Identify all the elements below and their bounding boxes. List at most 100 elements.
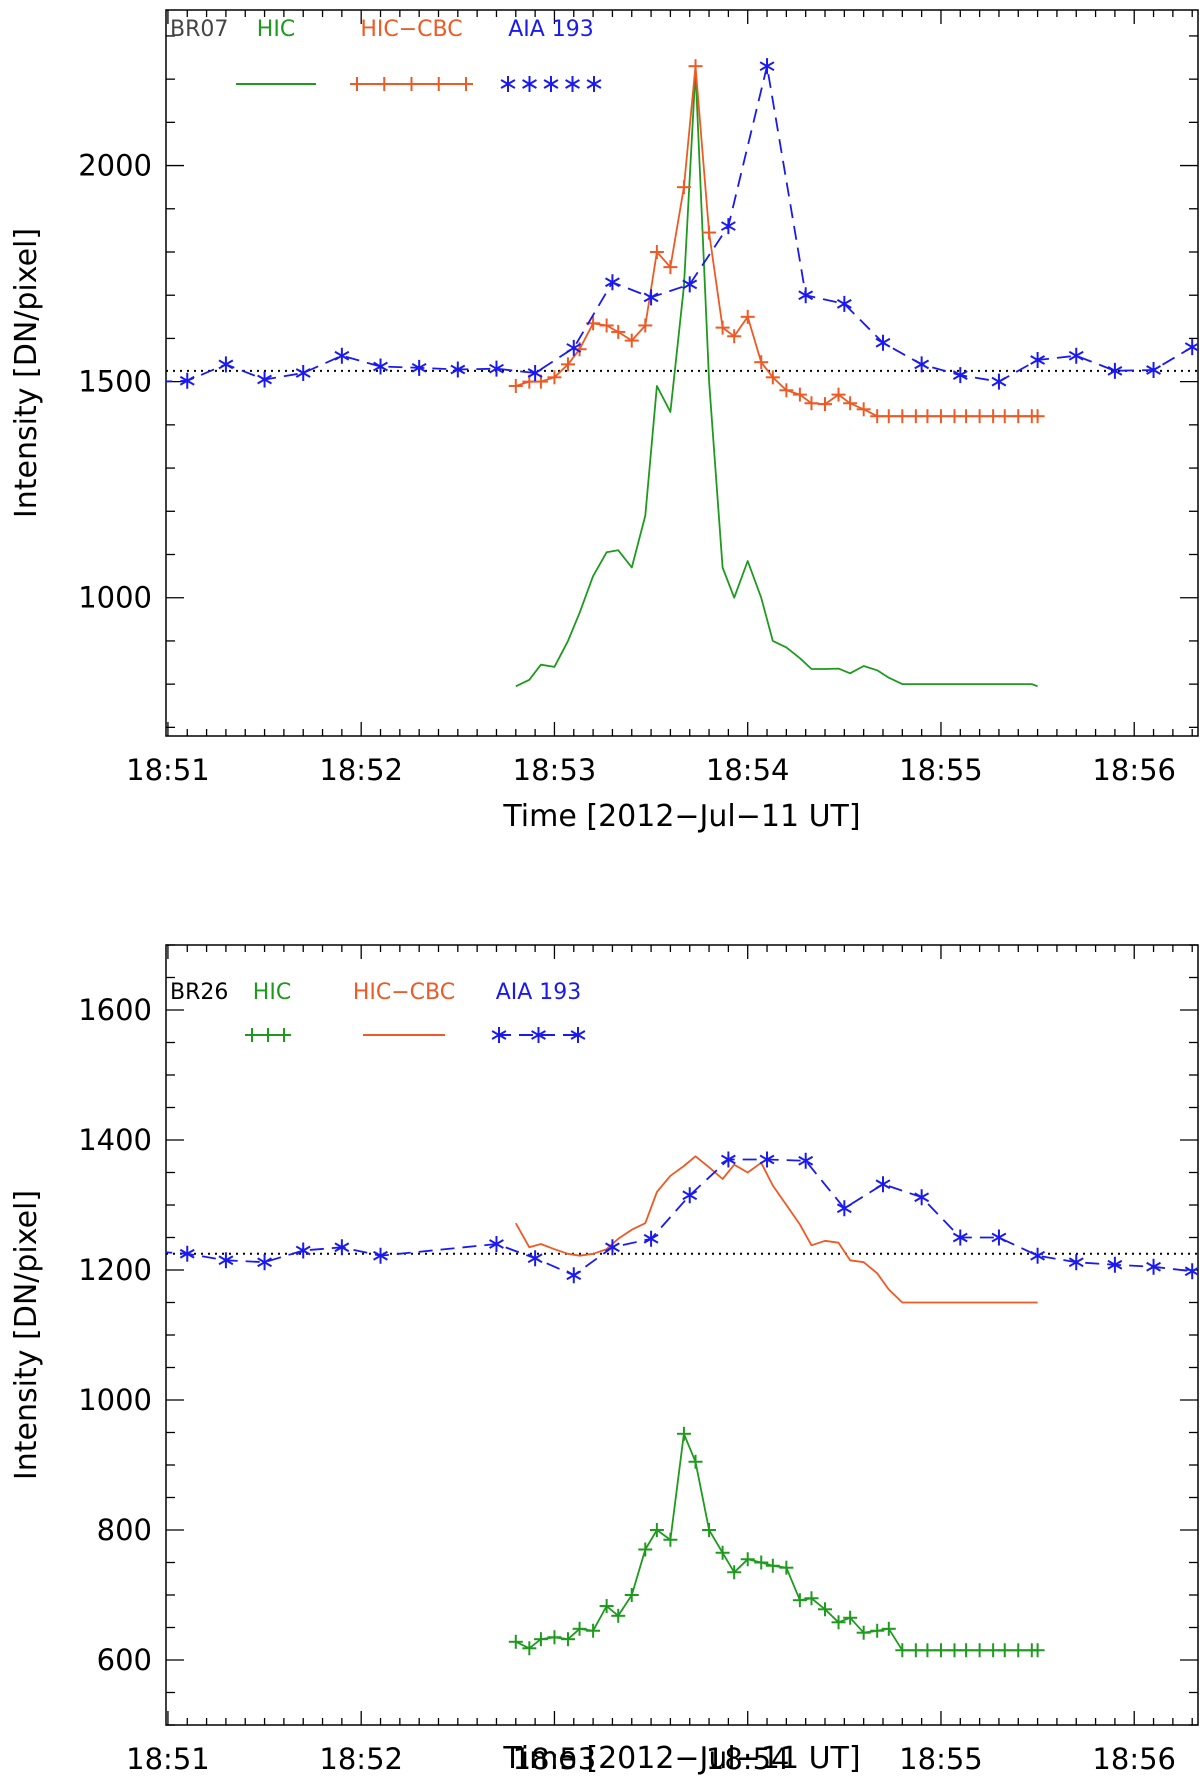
panel1-asterisk-marker: [914, 356, 930, 373]
panel2-asterisk-marker: [1107, 1256, 1123, 1273]
panel2-legend-asterisk-marker: [531, 1027, 546, 1043]
panel2-asterisk-marker: [566, 1267, 582, 1284]
panel2-legend-label: HIC: [253, 980, 291, 1005]
panel2-asterisk-marker: [643, 1230, 659, 1247]
panel1-series-line-0: [515, 69, 1038, 688]
panel2-asterisk-marker: [914, 1189, 930, 1206]
panel1-legend-label: AIA 193: [508, 17, 594, 42]
panel1-asterisk-marker: [991, 373, 1007, 390]
panel1-y-tick-label: 2000: [78, 149, 152, 183]
panel1-asterisk-marker: [1184, 339, 1198, 356]
panel2-asterisk-marker: [720, 1151, 736, 1168]
panel2-series-hic: [508, 1426, 1045, 1658]
panel2-asterisk-marker: [682, 1187, 698, 1204]
panel1-panel-label: BR07: [170, 17, 228, 42]
panel2-asterisk-marker: [218, 1252, 234, 1269]
panel1-y-tick-label: 1000: [78, 581, 152, 615]
panel1-asterisk-marker: [334, 347, 350, 364]
panel2-legend-item-1: HIC−CBC: [353, 980, 455, 1036]
panel1-asterisk-marker: [411, 359, 427, 376]
panel2-asterisk-marker: [1068, 1254, 1084, 1271]
panel1-asterisk-marker: [218, 356, 234, 373]
panel2-asterisk-marker: [1030, 1247, 1046, 1264]
panel1-asterisk-marker: [1030, 352, 1046, 369]
panel2: 18:51 18:52 18:53 18:54 18:55 18:56 600 800 1000…: [9, 944, 1199, 1776]
panel2-asterisk-marker: [1184, 1263, 1198, 1280]
panel2-y-tick-label: 1400: [78, 1123, 152, 1157]
panel2-series-line-1: [515, 1155, 1038, 1304]
panel2-y-tick-label: 1600: [78, 993, 152, 1027]
panel2-x-tick-label: 18:56: [1092, 1742, 1176, 1776]
panel1-x-axis-title: Time [2012−Jul−11 UT]: [502, 799, 860, 834]
panel1-asterisk-marker: [875, 334, 891, 351]
panel1-series-line-2: [166, 65, 1193, 383]
panel2-x-tick-label: 18:51: [126, 1742, 210, 1776]
panel1-y-tick-label: 1500: [78, 365, 152, 399]
panel1-legend-label: HIC: [257, 17, 295, 42]
panel2-asterisk-marker: [334, 1239, 350, 1256]
panel2-series-hic-cbc: [515, 1155, 1038, 1304]
panel1-legend-item-0: HIC: [236, 17, 316, 85]
panel2-asterisk-marker: [489, 1236, 504, 1252]
panel2-frame: [165, 944, 1199, 1726]
panel1-x-tick-label: 18:53: [513, 753, 597, 787]
panel2-x-axis-title: Time [2012−Jul−11 UT]: [502, 1741, 860, 1776]
panel2-y-tick-label: 1200: [78, 1253, 152, 1287]
panel2-asterisk-marker: [875, 1176, 891, 1193]
panel1-asterisk-marker: [566, 339, 582, 356]
panel1-asterisk-marker: [1146, 361, 1161, 378]
panel2-x-tick-label: 18:54: [706, 1742, 790, 1776]
panel2-asterisk-marker: [836, 1200, 852, 1217]
panel2-legend-item-2: AIA 193: [491, 980, 586, 1043]
panel1-asterisk-marker: [151, 374, 165, 390]
panel2-y-tick-label: 600: [97, 1643, 152, 1677]
panel1-asterisk-marker: [643, 289, 659, 306]
panel2-legend-item-0: HIC: [245, 980, 291, 1042]
panel1-series-hic: [515, 69, 1038, 688]
panel1-x-tick-label: 18:51: [126, 753, 210, 787]
panel2-data: [166, 1151, 1198, 1658]
panel2-legend-asterisk-marker: [570, 1027, 586, 1043]
panel2-asterisk-marker: [257, 1254, 272, 1271]
panel1-legend-asterisk-marker: [586, 76, 602, 92]
panel2-x-tick-label: 18:52: [319, 1742, 403, 1776]
panel1-x-tick-label: 18:55: [899, 753, 983, 787]
panel2-asterisk-marker: [991, 1229, 1007, 1246]
panel2-series-line-0: [515, 1432, 1038, 1652]
panel1-asterisk-marker: [1107, 362, 1123, 379]
panel1-data: [151, 58, 1198, 688]
panel1-x-tick-label: 18:56: [1092, 753, 1176, 787]
panel1-frame: [165, 9, 1199, 737]
panel1-asterisk-marker: [604, 274, 620, 291]
panel2-y-axis-title: Intensity [DN/pixel]: [9, 1190, 44, 1480]
panel1-legend-asterisk-marker: [565, 76, 580, 92]
panel1-asterisk-marker: [720, 218, 736, 235]
panel1-legend-asterisk-marker: [522, 76, 537, 92]
panel1-legend-item-1: HIC−CBC: [350, 17, 473, 91]
panel2-x-tick-label: 18:53: [513, 1742, 597, 1776]
panel2-legend-label: HIC−CBC: [353, 980, 455, 1005]
panel1-asterisk-marker: [952, 367, 968, 384]
panel1-asterisk-marker: [836, 295, 852, 312]
panel2-asterisk-marker: [179, 1245, 195, 1262]
panel1-x-tick-label: 18:52: [319, 753, 403, 787]
panel2-series-aia-193: [166, 1151, 1198, 1284]
panel1-asterisk-marker: [798, 287, 814, 304]
panel1-asterisk-marker: [450, 361, 466, 378]
panel2-asterisk-marker: [604, 1239, 620, 1256]
panel1-series-hic-cbc: [508, 59, 1045, 424]
panel2-y-tick-label: 1000: [78, 1383, 152, 1417]
panel1-legend-asterisk-marker: [500, 76, 516, 92]
panel1-asterisk-marker: [1068, 347, 1084, 364]
panel1-asterisk-marker: [257, 371, 272, 388]
panel2-legend-asterisk-marker: [491, 1027, 507, 1043]
panel1-x-tick-label: 18:54: [706, 753, 790, 787]
panel2-asterisk-marker: [1146, 1258, 1161, 1275]
panel1-legend-label: HIC−CBC: [360, 17, 462, 42]
panel2-panel-label: BR26: [170, 980, 228, 1005]
panel1: 18:51 18:52 18:53 18:54 18:55 18:56 1000 1500 20…: [9, 9, 1199, 834]
panel1-legend-asterisk-marker: [543, 76, 559, 92]
panel1-legend-item-2: AIA 193: [500, 17, 602, 92]
panel2-asterisk-marker: [759, 1151, 775, 1168]
